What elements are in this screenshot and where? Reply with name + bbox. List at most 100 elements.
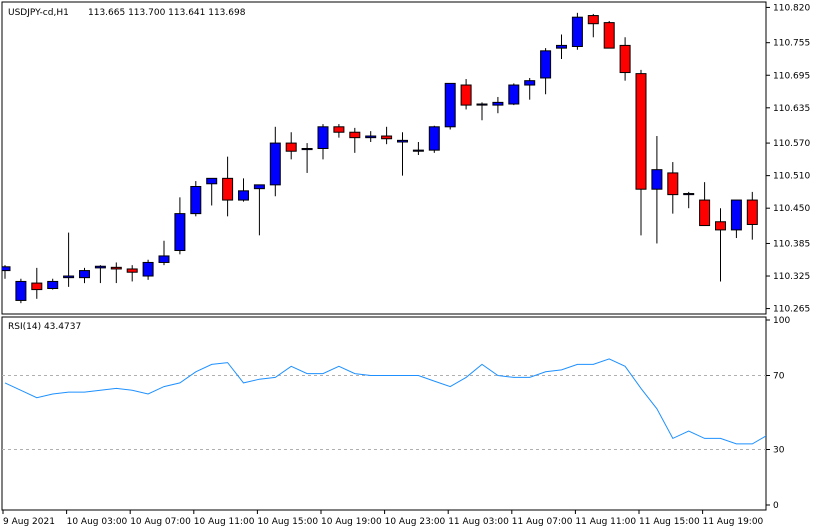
- candle: [174, 197, 186, 255]
- candle: [508, 83, 520, 106]
- price-tick-label: 110.695: [773, 71, 810, 81]
- time-tick-label: 11 Aug 03:00: [448, 517, 509, 527]
- price-tick-label: 110.755: [773, 39, 810, 49]
- candle: [63, 232, 75, 287]
- candle: [587, 13, 599, 38]
- candle-body: [206, 177, 218, 185]
- candle: [397, 132, 408, 176]
- candle-body: [2, 266, 11, 272]
- candle-body: [715, 221, 726, 231]
- candle-body: [365, 135, 377, 139]
- candle: [524, 77, 536, 100]
- rsi-title: RSI(14) 43.4737: [8, 322, 81, 332]
- rsi-tick-label: 70: [773, 372, 785, 382]
- candle-body: [492, 101, 504, 106]
- candle-body: [444, 82, 456, 128]
- candle: [190, 181, 202, 217]
- candle: [492, 96, 504, 114]
- candle: [428, 125, 440, 153]
- candle-body: [746, 199, 758, 225]
- candle-body: [556, 44, 567, 49]
- candle-body: [253, 184, 265, 190]
- candle: [651, 136, 663, 244]
- candle-body: [31, 282, 43, 291]
- candle: [238, 178, 249, 202]
- candles-layer: [2, 12, 758, 304]
- time-tick-label: 10 Aug 03:00: [67, 517, 128, 527]
- chart-title: USDJPY-cd,H1: [8, 8, 69, 18]
- candle-body: [63, 275, 75, 279]
- candle: [285, 132, 297, 160]
- candle: [126, 265, 138, 282]
- candle-body: [285, 142, 297, 152]
- rsi-pane: [1, 316, 767, 511]
- candle-body: [94, 265, 106, 269]
- candle-body: [158, 255, 170, 263]
- candle-body: [524, 80, 536, 86]
- candle-body: [460, 84, 472, 106]
- candle: [540, 48, 552, 95]
- candle-body: [110, 266, 122, 270]
- price-tick-label: 110.385: [773, 239, 810, 249]
- candle: [381, 126, 393, 145]
- time-tick-label: 10 Aug 07:00: [130, 517, 191, 527]
- candle: [142, 259, 154, 280]
- time-tick-label: 10 Aug 19:00: [321, 517, 382, 527]
- candle: [158, 240, 170, 266]
- price-tick-label: 110.510: [773, 172, 810, 182]
- candle: [79, 267, 90, 284]
- price-tick-label: 110.820: [773, 3, 810, 13]
- candle-body: [428, 126, 440, 151]
- candle-body: [651, 169, 663, 190]
- candle: [206, 177, 218, 206]
- candle: [110, 262, 122, 284]
- candle-body: [699, 199, 711, 227]
- candle-body: [79, 270, 90, 279]
- time-tick-label: 9 Aug 2021: [3, 517, 55, 527]
- candle-body: [142, 261, 154, 277]
- candle-body: [333, 126, 345, 133]
- candle: [94, 265, 106, 284]
- candle: [444, 82, 456, 130]
- candle-body: [683, 193, 695, 196]
- time-x-axis: 9 Aug 2021 10 Aug 03:00 10 Aug 07:00 10 Aug…: [2, 510, 764, 527]
- candle: [571, 12, 583, 50]
- rsi-tick-label: 0: [773, 501, 779, 511]
- time-tick-label: 11 Aug 15:00: [639, 517, 700, 527]
- rsi-levels: [2, 375, 766, 450]
- price-y-axis: 110.820 110.755 110.695 110.635 110.570 110.5…: [766, 3, 810, 315]
- candle: [47, 278, 59, 290]
- candle-body: [587, 15, 599, 25]
- price-tick-label: 110.325: [773, 272, 810, 282]
- time-tick-label: 10 Aug 11:00: [194, 517, 255, 527]
- candle: [556, 34, 567, 59]
- candle: [15, 278, 27, 304]
- rsi-y-axis: 100 70 30 0: [766, 316, 790, 511]
- candle: [683, 191, 695, 209]
- candle-body: [571, 16, 583, 47]
- candle-body: [397, 139, 408, 143]
- candle-body: [269, 142, 281, 186]
- candle-body: [15, 280, 27, 301]
- candle-body: [317, 126, 329, 150]
- candle: [349, 127, 361, 153]
- time-tick-label: 11 Aug 11:00: [575, 517, 636, 527]
- price-tick-label: 110.450: [773, 204, 810, 214]
- time-tick-label: 10 Aug 15:00: [257, 517, 318, 527]
- candle: [715, 208, 726, 282]
- price-tick-label: 110.635: [773, 104, 810, 114]
- candle-body: [349, 131, 361, 139]
- candle: [460, 79, 472, 110]
- candle: [667, 162, 679, 214]
- candle: [603, 20, 615, 49]
- candle-body: [508, 84, 520, 105]
- candle: [730, 199, 742, 239]
- chart-header-values: 113.665 113.700 113.641 113.698: [88, 8, 246, 18]
- time-tick-label: 11 Aug 19:00: [703, 517, 764, 527]
- candle-body: [126, 268, 138, 273]
- candle: [2, 265, 11, 279]
- candle-body: [730, 199, 742, 231]
- candle: [699, 182, 711, 227]
- candle-body: [190, 185, 202, 215]
